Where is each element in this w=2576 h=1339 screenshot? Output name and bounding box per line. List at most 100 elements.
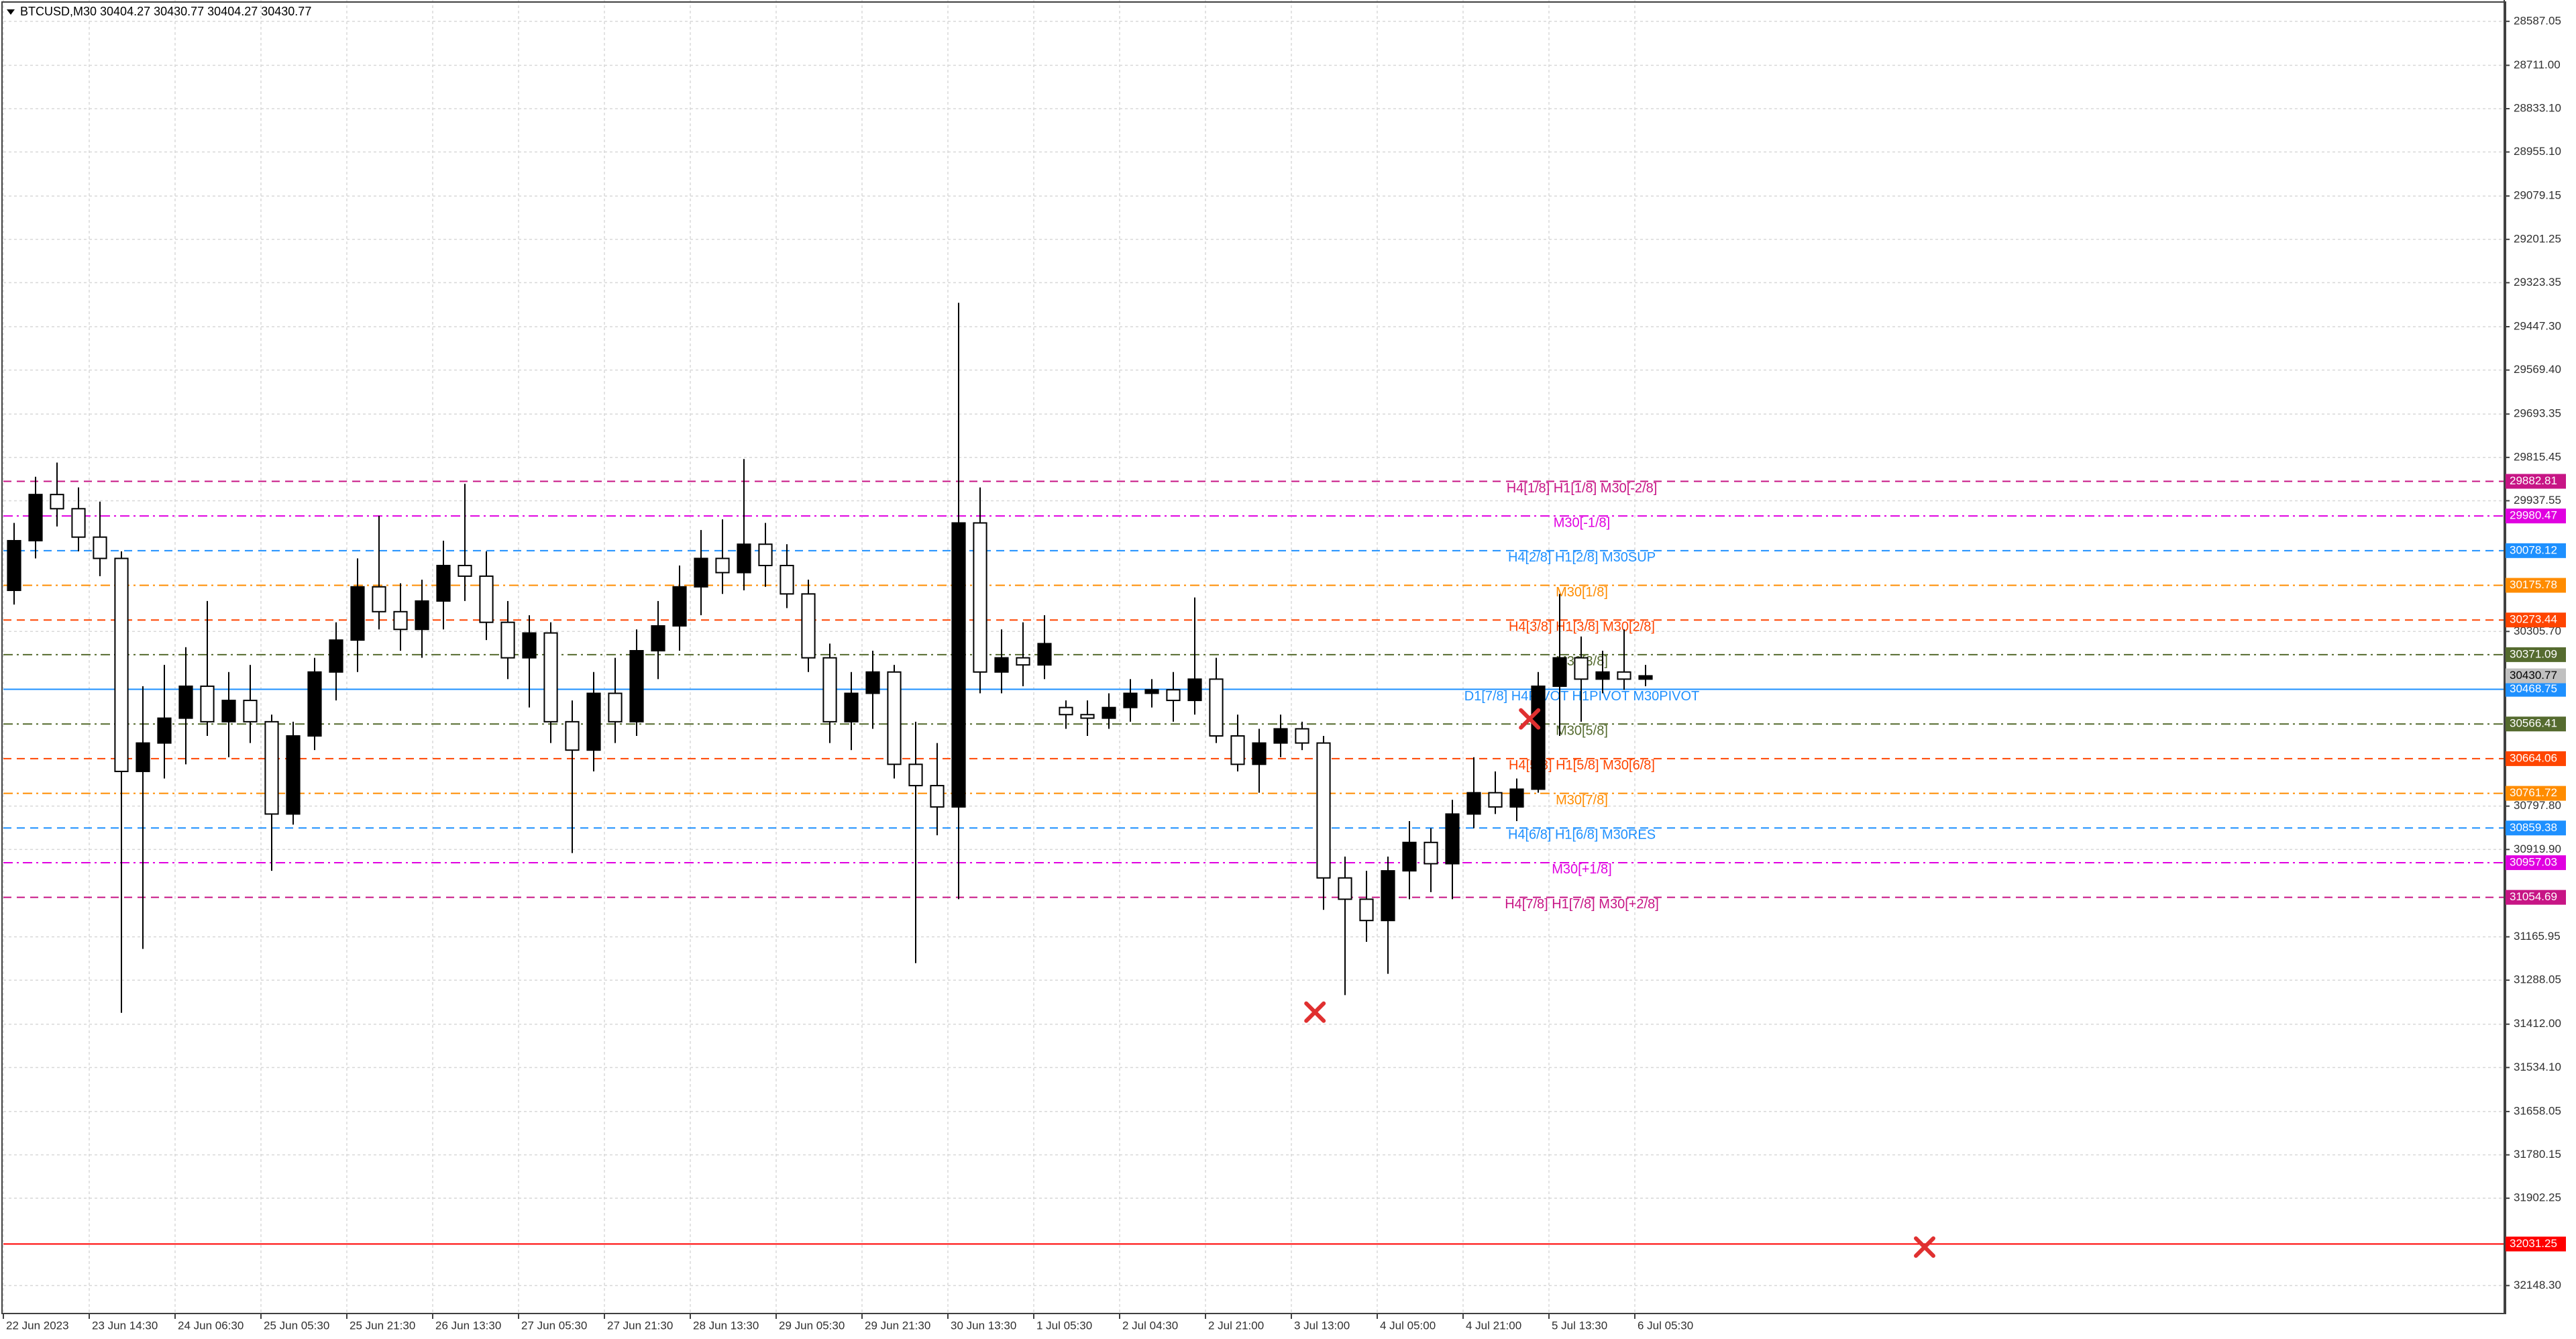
candle-body [28, 494, 43, 541]
price-box-label: 30273.44 [2510, 613, 2557, 626]
x-tick-label: 2 Jul 21:00 [1208, 1319, 1264, 1332]
candle-body [415, 600, 429, 631]
candle-body [393, 610, 408, 631]
price-box-label: 30761.72 [2510, 786, 2557, 799]
candle-body [1466, 792, 1481, 815]
y-tick-label: 30797.80 [2514, 799, 2561, 812]
y-tick-label: 30305.70 [2514, 625, 2561, 637]
x-tick-label: 25 Jun 05:30 [264, 1319, 329, 1332]
candle-body [243, 700, 258, 722]
x-tick-label: 24 Jun 06:30 [178, 1319, 244, 1332]
axes: 32148.30 31902.25 31780.15 31658.05 31534.10… [3, 0, 2566, 1332]
candle-body [329, 639, 343, 673]
price-box [2506, 716, 2566, 732]
candle-body [136, 742, 150, 772]
y-tick-label: 29447.30 [2514, 319, 2561, 332]
price-box-label: 30371.09 [2510, 647, 2557, 660]
candle-body [114, 557, 129, 772]
level-label: M30[5/8] [1556, 724, 1608, 739]
candle-body [50, 494, 64, 510]
price-box [2506, 890, 2566, 905]
candle-body [694, 557, 708, 588]
level-label: H4[3/8] H1[3/8] M30[2/8] [1509, 619, 1655, 634]
candle-body [608, 692, 623, 722]
price-box-label: 32031.25 [2510, 1237, 2557, 1250]
y-tick-label: 30919.90 [2514, 843, 2561, 855]
x-tick-label: 25 Jun 21:30 [350, 1319, 415, 1332]
level-label: H4[5/8] H1[5/8] M30[6/8] [1509, 758, 1655, 773]
x-tick-label: 28 Jun 13:30 [693, 1319, 759, 1332]
price-box-label: 31054.69 [2510, 890, 2557, 903]
candle-body [737, 543, 751, 574]
x-tick-label: 2 Jul 04:30 [1122, 1319, 1178, 1332]
candle-body [1273, 728, 1288, 744]
candle-body [1552, 657, 1567, 687]
price-box [2506, 668, 2566, 684]
y-tick-label: 32148.30 [2514, 1279, 2561, 1291]
candle-body [1402, 841, 1417, 872]
candle-body [1531, 685, 1546, 790]
candle-body [178, 685, 193, 719]
price-box [2506, 612, 2566, 628]
x-tick-label: 5 Jul 13:30 [1552, 1319, 1607, 1332]
candle-body [1037, 643, 1052, 666]
x-tick-label: 22 Jun 2023 [6, 1319, 69, 1332]
y-tick-label: 29079.15 [2514, 189, 2561, 202]
candle-body [1638, 675, 1653, 680]
y-tick-label: 29693.35 [2514, 407, 2561, 420]
price-box [2506, 578, 2566, 593]
candle-body [715, 557, 730, 574]
y-tick-label: 29323.35 [2514, 276, 2561, 288]
candle-body [1509, 788, 1524, 808]
candle-body [865, 671, 880, 694]
x-tick-label: 23 Jun 14:30 [92, 1319, 158, 1332]
candle-body [629, 650, 644, 722]
levels: H4[7/8] H1[7/8] M30[+2/8] M30[+1/8] H4[6/8… [3, 480, 2504, 1245]
candle-body [844, 692, 859, 722]
candles [7, 303, 1653, 1013]
price-box [2506, 1236, 2566, 1252]
y-tick-label: 31534.10 [2514, 1061, 2561, 1073]
x-tick-label: 30 Jun 13:30 [951, 1319, 1016, 1332]
x-tick-label: 4 Jul 05:00 [1380, 1319, 1436, 1332]
marker-cross [1519, 708, 1541, 730]
candle-body [1144, 689, 1159, 694]
x-tick-label: 4 Jul 21:00 [1466, 1319, 1521, 1332]
candle-body [458, 564, 472, 577]
level-label: H4[7/8] H1[7/8] M30[+2/8] [1505, 897, 1659, 912]
y-tick-label: 29569.40 [2514, 363, 2561, 376]
candle-body [908, 763, 923, 787]
price-box-label: 30430.77 [2510, 669, 2557, 682]
y-tick-label: 28833.10 [2514, 101, 2561, 114]
candle-body [973, 522, 987, 673]
candle-body [951, 522, 966, 808]
marker-cross [1304, 1001, 1326, 1023]
candle-body [1187, 678, 1202, 702]
candle-body [1359, 898, 1374, 922]
candle-body [586, 692, 601, 751]
price-box-label: 30078.12 [2510, 543, 2557, 556]
candle-body [436, 564, 451, 602]
candle-body [479, 575, 494, 623]
y-tick-label: 28587.05 [2514, 14, 2561, 27]
candle-body [1080, 714, 1095, 719]
candle-body [565, 720, 580, 751]
x-tick-label: 29 Jun 21:30 [865, 1319, 930, 1332]
candle-body [543, 632, 558, 722]
price-box [2506, 751, 2566, 766]
candle-body [1617, 671, 1631, 680]
x-tick-label: 29 Jun 05:30 [779, 1319, 845, 1332]
candle-body [1595, 671, 1610, 680]
y-tick-label: 29815.45 [2514, 450, 2561, 463]
price-box-label: 30859.38 [2510, 821, 2557, 834]
candle-body [672, 586, 687, 627]
candle-body [1381, 870, 1395, 922]
menu-arrow [7, 9, 15, 15]
level-label: H4[6/8] H1[6/8] M30RES [1508, 828, 1656, 843]
candle-body [994, 657, 1009, 673]
candle-body [157, 717, 172, 744]
candle-body [651, 625, 665, 652]
